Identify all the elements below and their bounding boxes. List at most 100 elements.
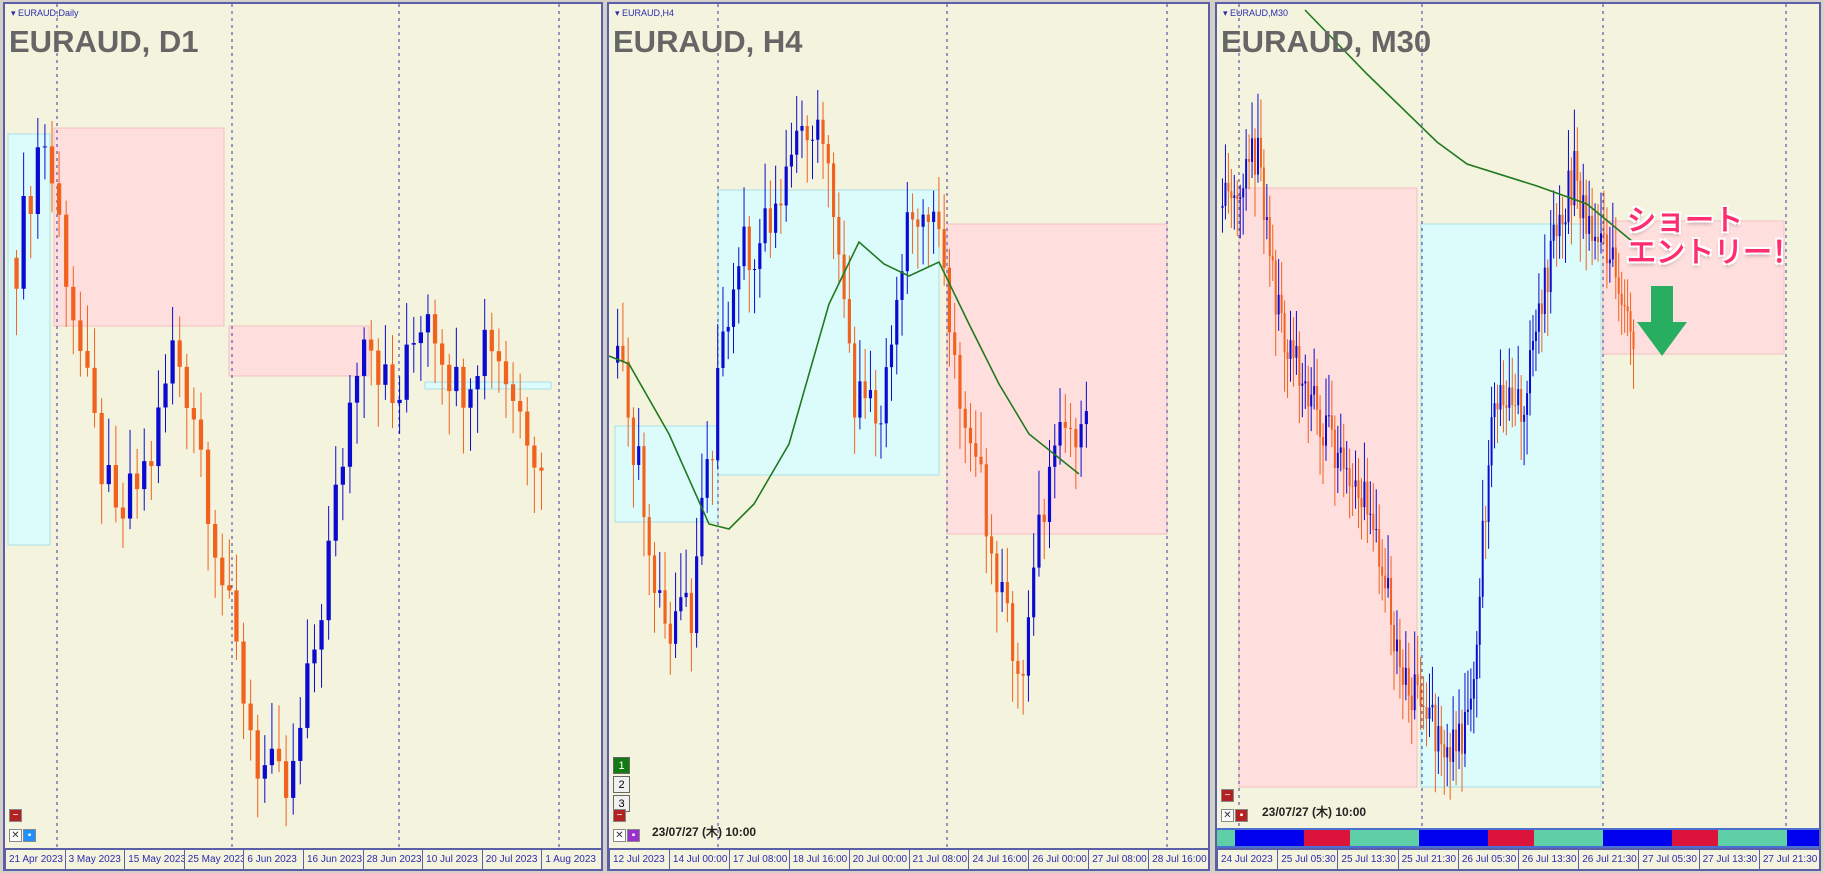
candle-body	[831, 163, 836, 217]
candle-body	[1372, 513, 1375, 531]
candle-body	[1042, 514, 1046, 523]
indicator-button[interactable]: ▪	[627, 829, 640, 842]
candle-body	[842, 254, 846, 300]
candle-body	[1617, 277, 1620, 294]
candle-body	[1517, 389, 1520, 406]
candle-body	[731, 289, 736, 327]
candle-body	[1251, 138, 1254, 162]
preset-button-1[interactable]: 1	[613, 757, 630, 774]
candle-body	[921, 214, 925, 227]
candle-body	[326, 540, 331, 621]
candle-body	[663, 590, 667, 624]
candle-body	[1523, 414, 1526, 422]
candle-body	[1529, 350, 1532, 394]
candle-body	[418, 332, 423, 344]
symbol-label[interactable]: ▾ EURAUD,Daily	[11, 8, 79, 18]
candle-body	[191, 407, 197, 420]
axis-label: 25 Jul 21:30	[1397, 850, 1458, 869]
candle-body	[64, 214, 69, 287]
candle-body	[127, 473, 133, 519]
indicator-button[interactable]: ▪	[23, 829, 36, 842]
candle-body	[774, 203, 778, 233]
candle-body	[763, 208, 767, 244]
candle-body	[1366, 481, 1369, 515]
candle-body	[1526, 393, 1529, 415]
candle-body	[1242, 188, 1245, 198]
candle-body	[461, 366, 466, 408]
session-segment	[1234, 830, 1304, 846]
candle-body	[1549, 240, 1552, 293]
candle-body	[926, 214, 930, 222]
candle-body	[1582, 195, 1585, 219]
session-segment	[1303, 830, 1350, 846]
chart-plot-m30[interactable]	[1217, 4, 1819, 848]
chart-plot-h4[interactable]	[609, 4, 1208, 848]
candle-body	[276, 748, 282, 762]
candle-body	[333, 484, 338, 541]
candle-body	[184, 366, 189, 408]
candle-body	[170, 340, 175, 384]
supply-zone	[228, 325, 370, 377]
chart-panel-h4[interactable]: ▾ EURAUD,H4 EURAUD, H4 1 2 3 − ✕ ▪ 23/07/2…	[607, 2, 1210, 871]
candle-body	[312, 649, 317, 664]
close-button[interactable]: ✕	[1221, 809, 1234, 822]
supply-zone	[946, 223, 1168, 535]
candle-body	[1543, 267, 1546, 314]
candle-body	[631, 417, 636, 466]
candle-body	[1520, 389, 1523, 422]
time-axis: 12 Jul 2023 14 Jul 00:00 17 Jul 08:00 18 Ju…	[609, 848, 1208, 869]
candle-body	[1074, 429, 1078, 448]
close-button[interactable]: ✕	[9, 829, 22, 842]
candle-body	[1324, 415, 1327, 446]
minimize-button[interactable]: −	[1221, 789, 1234, 802]
axis-label: 21 Apr 2023	[5, 850, 65, 869]
minimize-button[interactable]: −	[9, 809, 22, 822]
indicator-button[interactable]: ▪	[1235, 809, 1248, 822]
candle-body	[1292, 340, 1295, 358]
chart-panel-d1[interactable]: ▾ EURAUD,Daily EURAUD, D1 − ✕ ▪ 21 Apr 202…	[3, 2, 603, 871]
candle-body	[1410, 695, 1413, 711]
candle-body	[1591, 215, 1594, 241]
candle-body	[510, 384, 516, 401]
preset-button-2[interactable]: 2	[613, 776, 630, 793]
candle-body	[532, 445, 537, 468]
candle-body	[1271, 256, 1274, 261]
candle-body	[1392, 624, 1395, 652]
candle-body	[847, 299, 851, 344]
chart-plot-d1[interactable]	[5, 4, 601, 848]
candle-body	[1626, 306, 1629, 312]
short-entry-annotation: ショート エントリー！	[1627, 203, 1802, 269]
candle-body	[858, 381, 862, 418]
candle-body	[1398, 639, 1401, 668]
candle-body	[947, 267, 952, 333]
chart-panel-m30[interactable]: ▾ EURAUD,M30 EURAUD, M30 ショート エントリー！ − ✕ ▪…	[1215, 2, 1821, 871]
candle-body	[49, 146, 55, 184]
candle-body	[1455, 729, 1458, 752]
close-button[interactable]: ✕	[613, 829, 626, 842]
candle-body	[673, 611, 678, 644]
candle-body	[1434, 704, 1437, 752]
candle-body	[390, 364, 395, 404]
candle-body	[234, 590, 239, 642]
chart-title: EURAUD, D1	[9, 24, 199, 59]
candle-body	[1573, 151, 1576, 206]
candle-body	[525, 411, 530, 446]
symbol-label[interactable]: ▾ EURAUD,M30	[1223, 8, 1289, 18]
minimize-button[interactable]: −	[613, 809, 626, 822]
candle-body	[376, 350, 381, 385]
supply-zone	[1238, 187, 1418, 788]
symbol-label[interactable]: ▾ EURAUD,H4	[615, 8, 675, 18]
axis-label: 21 Jul 08:00	[908, 850, 969, 869]
candle-body	[1256, 137, 1259, 175]
candle-body	[1531, 340, 1534, 351]
candle-body	[1319, 409, 1322, 438]
candle-body	[156, 407, 161, 467]
candle-body	[135, 473, 140, 490]
candle-body	[1248, 159, 1251, 162]
candle-body	[1632, 331, 1635, 350]
candle-body	[432, 314, 438, 344]
candle-body	[910, 212, 915, 220]
candle-body	[1475, 644, 1478, 680]
candle-body	[78, 320, 83, 351]
candle-body	[213, 524, 218, 558]
